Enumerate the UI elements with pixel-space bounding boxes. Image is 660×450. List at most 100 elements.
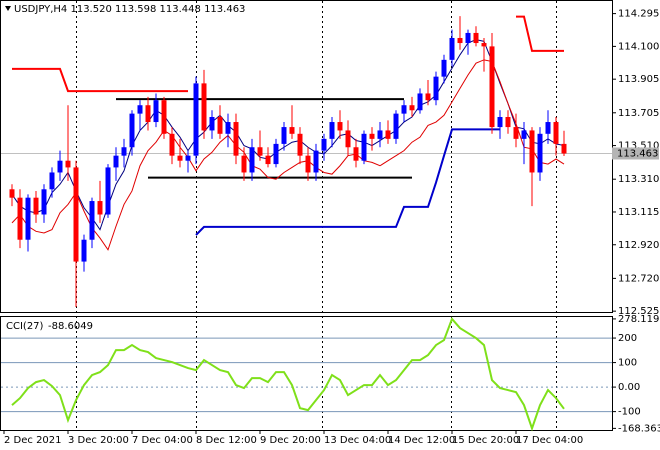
candle-body	[177, 155, 183, 161]
candle-body	[513, 127, 519, 139]
candle-body	[241, 155, 247, 173]
line-series	[11, 39, 565, 231]
line-series	[11, 316, 565, 432]
candle-body	[89, 201, 95, 240]
candle-body	[193, 83, 199, 156]
candle-body	[337, 122, 343, 131]
y-tick-label: 113.905	[618, 74, 659, 85]
candle-body	[361, 133, 367, 161]
x-tick-label: 13 Dec 04:00	[324, 435, 391, 446]
price-tag-label: 113.463	[617, 148, 658, 159]
candle-body	[529, 130, 535, 173]
candle-body	[353, 147, 359, 161]
candle-body	[129, 113, 135, 148]
candle-body	[81, 239, 87, 262]
candle-body	[329, 122, 335, 139]
candle-body	[505, 116, 511, 128]
candle-body	[369, 133, 375, 139]
menu-arrow	[5, 6, 11, 11]
period-separators	[76, 1, 557, 430]
candle-body	[33, 197, 39, 215]
candle-body	[201, 83, 207, 131]
candle-body	[409, 105, 415, 111]
candle-body	[233, 122, 239, 156]
y-tick-label: 113.310	[618, 174, 659, 185]
x-tick-label: 17 Dec 04:00	[516, 435, 583, 446]
candle-body	[449, 37, 455, 60]
y-tick-label: 278.1197	[618, 314, 660, 325]
y-tick-label: -100	[618, 407, 641, 418]
candle-body	[457, 37, 463, 44]
x-tick-label: 3 Dec 20:00	[68, 435, 129, 446]
y-tick-label: 113.115	[618, 207, 659, 218]
candle-body	[553, 122, 559, 144]
candle-body	[217, 116, 223, 134]
line-series	[516, 15, 564, 52]
y-tick-label: 113.705	[618, 108, 659, 119]
candle-body	[225, 122, 231, 134]
candle-body	[169, 133, 175, 156]
line-series	[195, 128, 500, 236]
cci-title: CCI(27)	[6, 321, 44, 332]
candle-body	[185, 155, 191, 161]
candle-body	[41, 189, 47, 215]
candle-body	[345, 130, 351, 148]
candle-body	[385, 130, 391, 139]
cci-value: -88.6049	[48, 321, 93, 332]
candle-body	[265, 155, 271, 165]
y-tick-label: 0.00	[618, 382, 640, 393]
y-tick-label: 112.720	[618, 273, 659, 284]
candle-body	[113, 155, 119, 168]
candle-body	[25, 197, 31, 240]
chart-title: USDJPY,H4 113.520 113.598 113.448 113.46…	[14, 4, 245, 15]
candle-body	[297, 133, 303, 156]
line-series	[11, 59, 565, 251]
candle-body	[481, 43, 487, 47]
candle-body	[545, 122, 551, 134]
line-series	[12, 67, 188, 93]
y-tick-label: 114.295	[618, 9, 659, 20]
y-tick-label: 112.920	[618, 240, 659, 251]
candle-body	[321, 138, 327, 151]
candle-body	[473, 32, 479, 44]
candle-body	[153, 100, 159, 123]
candle-body	[73, 167, 79, 262]
candle-body	[145, 105, 151, 123]
candle-body	[417, 93, 423, 111]
candle-body	[305, 155, 311, 173]
candle-body	[17, 197, 23, 240]
candle-body	[105, 167, 111, 215]
candle-body	[393, 113, 399, 139]
candle-body	[9, 189, 15, 198]
candle-body	[497, 116, 503, 128]
candle-body	[57, 160, 63, 173]
candle-body	[401, 105, 407, 114]
candle-body	[313, 150, 319, 173]
candle-body	[65, 160, 71, 168]
candle-body	[489, 46, 495, 128]
cci-frame	[0, 316, 613, 431]
y-tick-label: 112.525	[618, 306, 659, 317]
candle-body	[281, 127, 287, 144]
candle-body	[465, 32, 471, 44]
candle-body	[521, 130, 527, 139]
candle-body	[537, 133, 543, 173]
y-tick-label: 113.510	[618, 141, 659, 152]
candle-body	[273, 143, 279, 165]
candle-body	[97, 201, 103, 215]
candle-body	[249, 147, 255, 173]
candle-body	[441, 59, 447, 77]
x-tick-label: 2 Dec 2021	[4, 435, 62, 446]
candle-body	[137, 105, 143, 114]
candle-body	[161, 100, 167, 134]
y-tick-label: 200	[618, 333, 637, 344]
y-tick-label: -168.3636	[618, 423, 660, 434]
candle-body	[561, 143, 567, 154]
x-tick-label: 9 Dec 20:00	[260, 435, 321, 446]
x-tick-label: 15 Dec 20:00	[452, 435, 519, 446]
candle-body	[121, 147, 127, 156]
y-tick-label: 100	[618, 358, 637, 369]
candle-body	[425, 93, 431, 101]
x-tick-label: 7 Dec 04:00	[132, 435, 193, 446]
